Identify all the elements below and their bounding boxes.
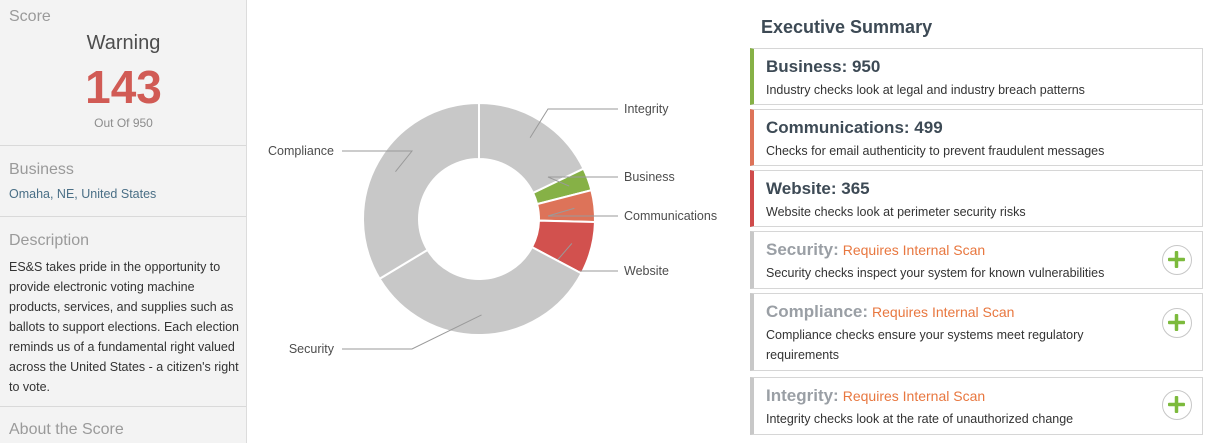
card-description: Integrity checks look at the rate of una… (766, 412, 1074, 426)
summary-card-website[interactable]: Website: 365 Website checks look at peri… (750, 170, 1203, 227)
leader-line-compliance (342, 150, 414, 173)
card-heading: Security: Requires Internal Scan (766, 240, 985, 260)
slice-label-website: Website (624, 264, 669, 278)
card-description: Website checks look at perimeter securit… (766, 205, 1026, 219)
score-out-of: Out Of 950 (94, 116, 153, 130)
expand-compliance-button[interactable] (1162, 308, 1192, 338)
card-description: Checks for email authenticity to prevent… (766, 144, 1105, 158)
slice-compliance[interactable] (362, 101, 480, 281)
summary-card-business[interactable]: Business: 950 Industry checks look at le… (750, 48, 1203, 105)
expand-integrity-button[interactable] (1162, 390, 1192, 420)
slice-label-compliance: Compliance (268, 144, 334, 158)
card-heading: Communications: 499 (766, 118, 943, 138)
slice-label-integrity: Integrity (624, 102, 669, 116)
score-section: Score Warning 143 Out Of 950 (0, 0, 246, 146)
card-title: Website: 365 (766, 179, 870, 198)
card-description: Industry checks look at legal and indust… (766, 83, 1085, 97)
card-title: Communications: 499 (766, 118, 943, 137)
summary-card-communications[interactable]: Communications: 499 Checks for email aut… (750, 109, 1203, 166)
summary-card-integrity[interactable]: Integrity: Requires Internal Scan Integri… (750, 377, 1203, 435)
summary-card-compliance[interactable]: Compliance: Requires Internal Scan Compli… (750, 293, 1203, 371)
leader-line-integrity (529, 108, 618, 138)
card-title: Integrity: (766, 386, 839, 405)
score-breakdown-chart: Integrity Business Communications Website Se… (248, 0, 748, 443)
donut-chart: Integrity Business Communications Website Se… (268, 101, 717, 356)
description-section: Description ES&S takes pride in the oppo… (0, 217, 246, 407)
plus-icon (1168, 396, 1185, 413)
business-section: Business Omaha, NE, United States (0, 146, 246, 217)
requires-scan-label: Requires Internal Scan (842, 388, 986, 404)
summary-card-security[interactable]: Security: Requires Internal Scan Security… (750, 231, 1203, 289)
score-status: Warning (86, 32, 161, 54)
card-title: Compliance: (766, 302, 869, 321)
plus-icon (1168, 251, 1185, 268)
leader-line-communications (547, 207, 618, 217)
requires-scan-label: Requires Internal Scan (872, 304, 1015, 320)
about-score-section[interactable]: About the Score (0, 407, 246, 443)
slice-label-communications: Communications (624, 209, 717, 223)
description-text: ES&S takes pride in the opportunity to p… (9, 260, 239, 394)
card-heading: Business: 950 (766, 57, 880, 77)
score-heading: Score (9, 8, 51, 25)
executive-summary: Executive Summary Business: 950 Industry… (750, 0, 1210, 443)
card-heading: Compliance: Requires Internal Scan (766, 302, 1014, 322)
slice-security[interactable] (378, 245, 583, 336)
sidebar: Score Warning 143 Out Of 950 Business Om… (0, 0, 247, 443)
card-description: Security checks inspect your system for … (766, 266, 1105, 280)
card-title: Business: 950 (766, 57, 881, 76)
card-heading: Website: 365 (766, 179, 870, 199)
business-location: Omaha, NE, United States (9, 187, 157, 201)
card-description: Compliance checks ensure your systems me… (766, 328, 1084, 362)
slice-label-security: Security (289, 342, 335, 356)
about-score-heading[interactable]: About the Score (9, 421, 124, 438)
slice-label-business: Business (624, 170, 675, 184)
plus-icon (1168, 314, 1185, 331)
requires-scan-label: Requires Internal Scan (842, 242, 986, 258)
card-title: Security: (766, 240, 839, 259)
business-heading: Business (9, 161, 74, 178)
leader-line-business (547, 176, 618, 187)
summary-title: Executive Summary (761, 17, 933, 37)
leader-line-security (342, 314, 482, 350)
card-heading: Integrity: Requires Internal Scan (766, 386, 985, 406)
expand-security-button[interactable] (1162, 245, 1192, 275)
score-value: 143 (85, 61, 162, 113)
description-heading: Description (9, 232, 90, 249)
